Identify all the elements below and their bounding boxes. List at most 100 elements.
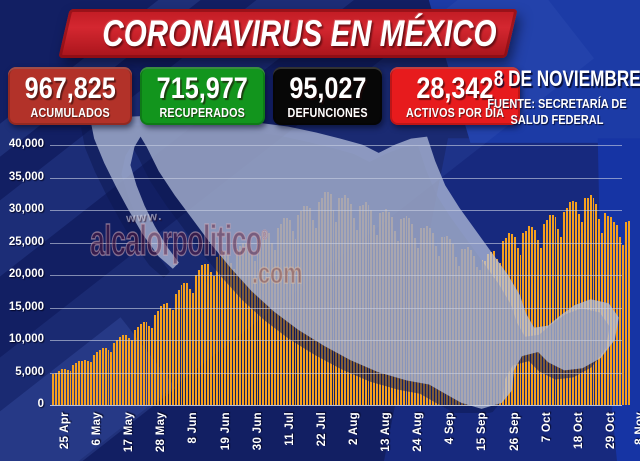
daily-active-cases-bar (481, 260, 484, 405)
y-tick-label: 30,000 (8, 203, 44, 215)
daily-active-cases-bar (89, 362, 92, 405)
daily-active-cases-bar (534, 229, 537, 405)
daily-active-cases-bar (487, 254, 490, 405)
daily-active-cases-bar (198, 270, 201, 405)
daily-active-cases-bar (399, 219, 402, 405)
gridline-20000 (50, 275, 622, 276)
daily-active-cases-bar (393, 230, 396, 405)
daily-active-cases-bar (431, 233, 434, 405)
daily-active-cases-bar (364, 202, 367, 405)
y-tick-label: 40,000 (8, 138, 44, 150)
daily-active-cases-bar (276, 227, 279, 405)
x-tick-label: 19 Jun (219, 412, 232, 451)
x-tick-label: 2 Aug (348, 412, 360, 446)
daily-active-cases-bar (560, 236, 563, 405)
daily-active-cases-bar (75, 363, 78, 405)
daily-active-cases-bar (256, 239, 259, 405)
daily-active-cases-bar (344, 195, 347, 405)
daily-active-cases-bar (402, 218, 405, 405)
daily-active-cases-bar (554, 217, 557, 405)
x-tick-label: 25 Apr (59, 412, 71, 450)
stat-value-recuperados: 715,977 (157, 72, 249, 105)
x-tick-label: 26 Sep (508, 412, 521, 451)
daily-active-cases-bar (350, 203, 352, 405)
daily-active-cases-bar (572, 200, 575, 405)
x-tick-label: 15 Sep (476, 412, 489, 451)
daily-active-cases-bar (618, 236, 621, 405)
x-tick-label: 11 Jul (283, 412, 296, 446)
daily-active-cases-bar (610, 216, 612, 405)
daily-active-cases-bar (230, 262, 233, 405)
daily-active-cases-bar (113, 342, 116, 405)
daily-active-cases-bar (171, 310, 174, 405)
y-tick-label: 25,000 (8, 235, 44, 248)
daily-active-cases-bar (317, 202, 320, 405)
daily-active-cases-bar (57, 370, 60, 405)
daily-active-cases-bar (411, 223, 414, 405)
y-tick-label: 0 (37, 398, 44, 410)
daily-active-cases-bar (206, 263, 209, 405)
daily-active-cases-bar (274, 250, 276, 405)
daily-active-cases-bar (428, 228, 431, 405)
daily-active-cases-bar (583, 198, 586, 405)
report-date: 8 DE NOVIEMBRE (493, 66, 640, 91)
daily-active-cases-bar (408, 218, 411, 405)
daily-active-cases-bar (107, 350, 110, 405)
daily-active-cases-bar (282, 218, 285, 405)
daily-active-cases-bar (244, 242, 247, 405)
daily-active-cases-bar (239, 246, 241, 405)
daily-active-cases-bar (157, 310, 160, 405)
daily-active-cases-bar (519, 254, 522, 405)
daily-active-cases-bar (396, 240, 399, 405)
daily-active-cases-bar (119, 336, 122, 405)
daily-active-cases-bar (627, 220, 630, 405)
daily-active-cases-bar (478, 269, 481, 405)
daily-active-cases-bar (341, 198, 344, 405)
daily-active-cases-bar (501, 240, 504, 405)
daily-active-cases-bar (142, 322, 145, 405)
daily-active-cases-bar (499, 263, 501, 405)
daily-active-cases-bar (63, 368, 66, 405)
daily-active-cases-bar (165, 302, 168, 405)
stat-label-acumulados: ACUMULADOS (30, 106, 110, 120)
daily-active-cases-bar (209, 271, 212, 405)
y-tick-label: 35,000 (8, 170, 44, 183)
daily-active-cases-bar (265, 230, 268, 405)
gridline-15000 (50, 307, 622, 309)
daily-active-cases-bar (314, 228, 317, 405)
daily-active-cases-bar (259, 236, 262, 405)
gridline-0 (50, 405, 622, 406)
daily-active-cases-bar (285, 218, 288, 405)
daily-active-cases-bar (279, 224, 282, 405)
x-tick-label: 24 Aug (412, 412, 425, 452)
daily-active-cases-bar (186, 282, 189, 405)
x-tick-label: 29 Oct (604, 412, 617, 449)
daily-active-cases-bar (537, 239, 539, 405)
daily-active-cases-bar (548, 215, 551, 405)
x-tick-label: 8 Jun (187, 412, 200, 444)
daily-active-cases-bar (148, 326, 151, 405)
y-tick-label: 20,000 (8, 268, 44, 280)
daily-active-cases-bar (542, 224, 545, 405)
daily-active-cases-bar (455, 256, 458, 405)
daily-active-cases-bar (236, 249, 238, 405)
daily-active-cases-bar (437, 256, 440, 405)
daily-active-cases-bar (253, 260, 256, 405)
report-date-block: 8 DE NOVIEMBRE FUENTE: SECRETARÍA DE SAL… (476, 66, 640, 129)
daily-active-cases-bar (95, 352, 98, 405)
daily-active-cases-bar (104, 347, 107, 405)
daily-active-cases-bar (145, 322, 148, 405)
daily-active-cases-bar (624, 221, 627, 405)
stat-value-defunciones: 95,027 (288, 72, 367, 105)
daily-active-cases-bar (101, 348, 104, 405)
x-tick-label: 17 May (123, 412, 136, 453)
daily-active-cases-bar (443, 237, 446, 405)
daily-active-cases-bar (335, 221, 338, 405)
daily-active-cases-bar (592, 198, 595, 405)
daily-active-cases-bar (218, 254, 221, 405)
daily-active-cases-bar (613, 222, 615, 405)
daily-active-cases-bar (69, 371, 72, 405)
daily-active-cases-bar (607, 215, 610, 405)
x-tick-label: 22 Jul (315, 412, 328, 447)
daily-active-cases-bar (539, 247, 542, 405)
